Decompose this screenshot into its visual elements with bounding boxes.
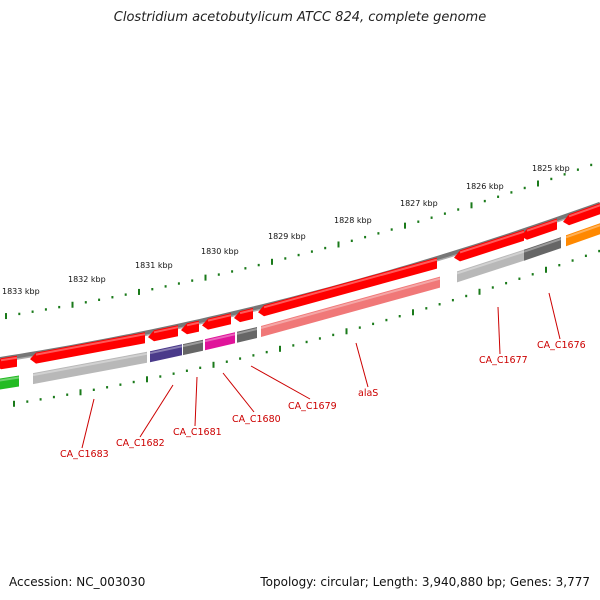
cds-ca-c1683 [30, 332, 145, 364]
cds-ca-c1682 [148, 325, 178, 342]
cog-ca-c1679-highlight [236, 328, 258, 335]
leader-alas [355, 342, 369, 388]
cog-alas-highlight [260, 277, 441, 329]
cog-alas [261, 276, 440, 337]
leader-ca-c1681 [194, 376, 198, 427]
cds-ca-c1677-highlight [459, 230, 525, 254]
gene-label-ca-c1676: CA_C1676 [537, 340, 586, 351]
cog-ca-c1679 [237, 327, 257, 343]
scale-label-1831: 1831 kbp [135, 261, 173, 270]
cds-ca-c1675-highlight [568, 204, 600, 218]
cds-ca-c1675 [563, 203, 600, 226]
scale-label-1833: 1833 kbp [2, 287, 40, 296]
cds-ca-c1683-highlight [35, 333, 146, 356]
cds-ca-c1684-highlight [0, 356, 18, 362]
cds-ca-c1681-highlight [186, 321, 200, 327]
cds-ca-c1684 [0, 355, 17, 370]
cds-alas [258, 257, 437, 317]
map-title: Clostridium acetobutylicum ATCC 824, com… [113, 10, 487, 25]
cds-ca-c1682-highlight [153, 326, 179, 334]
gene-label-alas: alaS [358, 388, 378, 399]
gene-label-ca-c1680: CA_C1680 [232, 414, 281, 425]
cds-ca-c1680-highlight [207, 314, 232, 322]
scale-label-1826: 1826 kbp [466, 182, 504, 191]
cog-ca-c1677-highlight [456, 250, 527, 275]
cds-ca-c1679-highlight [239, 309, 254, 315]
cog-ca-c1681 [183, 339, 203, 356]
cds-ca-c1676-highlight [526, 219, 558, 232]
scale-label-1827: 1827 kbp [400, 199, 438, 208]
cog-ca-c1680 [205, 332, 235, 351]
cog-ca-c1675 [566, 223, 600, 247]
gene-label-ca-c1683: CA_C1683 [60, 449, 109, 460]
scale-label-1829: 1829 kbp [268, 232, 306, 241]
cog-ca-c1682-highlight [149, 345, 183, 355]
cog-ca-c1675-highlight [565, 224, 600, 239]
inner-tick-ring [13, 249, 600, 407]
leader-ca-c1683 [81, 398, 95, 449]
gene-label-ca-c1677: CA_C1677 [479, 355, 528, 366]
cds-alas-highlight [263, 258, 438, 309]
leader-ca-c1679 [250, 365, 311, 400]
gene-label-ca-c1682: CA_C1682 [116, 438, 165, 449]
scale-label-1828: 1828 kbp [334, 216, 372, 225]
feature-track [0, 203, 600, 390]
scale-label-1825: 1825 kbp [532, 164, 570, 173]
label-leaders [81, 292, 561, 449]
gene-label-ca-c1681: CA_C1681 [173, 427, 222, 438]
cog-ca-c1676-highlight [523, 238, 562, 253]
leader-ca-c1680 [222, 372, 255, 413]
scale-tick-ring [5, 163, 593, 320]
cds-ca-c1681 [181, 320, 199, 335]
cog-ca-c1684 [0, 375, 19, 390]
cds-ca-c1676 [521, 218, 557, 240]
leader-ca-c1682 [139, 384, 174, 438]
cds-ca-c1680 [202, 313, 231, 330]
cog-ca-c1676 [524, 237, 561, 261]
cog-ca-c1683 [33, 351, 147, 385]
cog-ca-c1683-highlight [32, 352, 148, 377]
cog-ca-c1680-highlight [204, 333, 236, 343]
cog-ca-c1684-highlight [0, 376, 20, 382]
cds-ca-c1679 [234, 308, 253, 323]
scale-label-1830: 1830 kbp [201, 247, 239, 256]
topology-text: Topology: circular; Length: 3,940,880 bp… [260, 575, 590, 589]
cds-ca-c1677 [454, 229, 524, 262]
accession-text: Accession: NC_003030 [9, 575, 146, 589]
cog-ca-c1682 [150, 344, 182, 363]
leader-ca-c1677 [497, 306, 501, 355]
leader-ca-c1676 [548, 292, 561, 340]
cog-ca-c1677 [457, 249, 526, 283]
scale-label-1832: 1832 kbp [68, 275, 106, 284]
gene-label-ca-c1679: CA_C1679 [288, 401, 337, 412]
cog-ca-c1681-highlight [182, 340, 204, 348]
